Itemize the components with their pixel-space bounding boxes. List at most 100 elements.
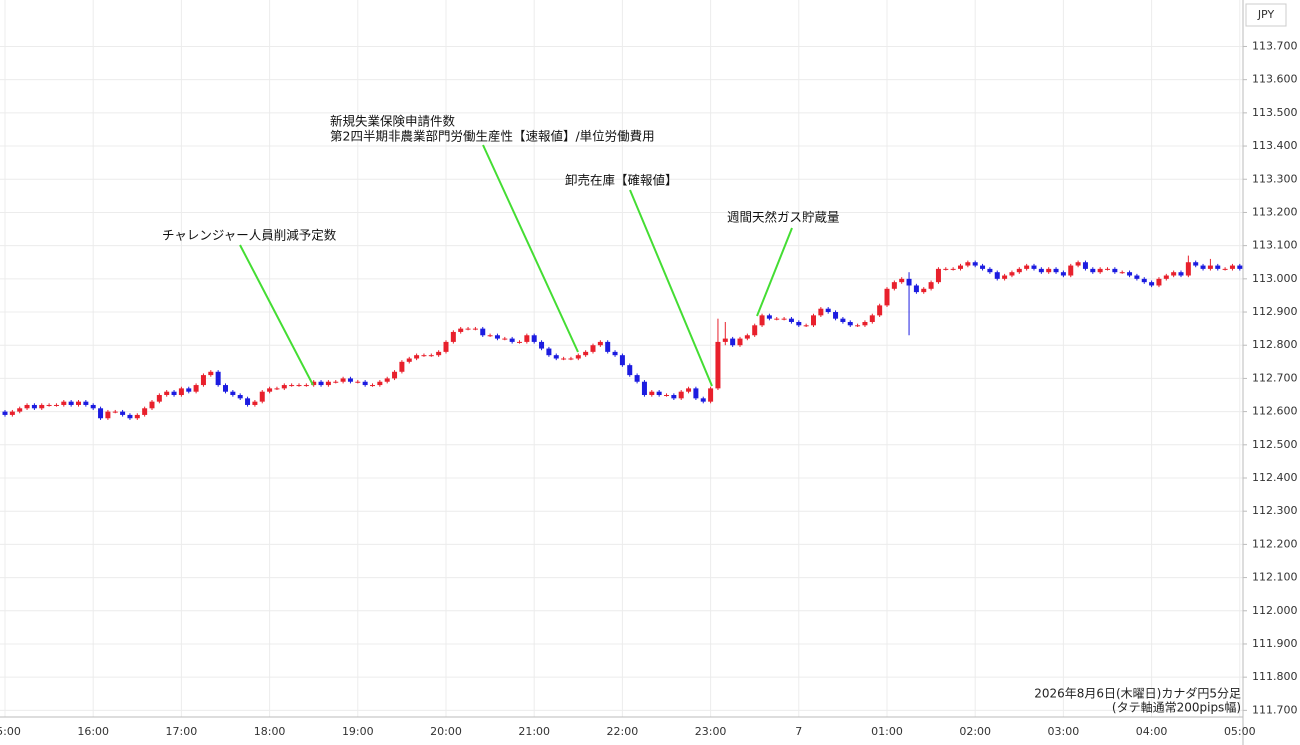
candle-body <box>994 272 1000 279</box>
candle-body <box>83 401 89 405</box>
candle-body <box>1193 262 1199 266</box>
candle-body <box>384 378 390 382</box>
candle-body <box>708 388 714 402</box>
y-tick-label: 113.100 <box>1252 239 1298 252</box>
candle-body <box>752 325 758 336</box>
candle-body <box>120 411 126 415</box>
candle-body <box>142 408 148 415</box>
candle-body <box>325 381 331 386</box>
caption: 2026年8月6日(木曜日)カナダ円5分足 <box>1034 686 1241 701</box>
candle-body <box>818 308 824 316</box>
annotation: 第2四半期非農業部門労働生産性【速報値】/単位労働費用 <box>330 129 655 144</box>
candle-body <box>208 371 214 376</box>
candle-body <box>781 318 787 320</box>
caption: (タテ軸通常200pips幅) <box>1112 700 1241 715</box>
candle-body <box>597 341 603 346</box>
candle-body <box>436 351 442 356</box>
candle-body <box>274 388 280 390</box>
candle-body <box>855 325 861 327</box>
candle-body <box>678 391 684 399</box>
y-tick-label: 112.700 <box>1252 371 1298 384</box>
candle-body <box>943 268 949 270</box>
candle-body <box>230 391 236 396</box>
annotation-line <box>629 189 713 387</box>
candle-body <box>399 361 405 372</box>
candle-body <box>105 411 111 419</box>
candle-body <box>884 288 890 306</box>
candle-body <box>553 355 559 359</box>
candle-body <box>583 351 589 356</box>
candle-body <box>1068 265 1074 276</box>
y-tick-label: 112.800 <box>1252 338 1298 351</box>
candle-body <box>178 388 184 396</box>
candle-body <box>303 385 309 387</box>
candle-body <box>972 262 978 266</box>
candle-body <box>392 371 398 379</box>
x-tick-label: 05:00 <box>1224 725 1256 738</box>
candle-body <box>759 315 765 326</box>
y-tick-label: 113.000 <box>1252 272 1298 285</box>
annotation: チャレンジャー人員削減予定数 <box>162 228 337 243</box>
candle-body <box>509 338 515 342</box>
candle-body <box>414 355 420 359</box>
candle-body <box>1024 265 1030 269</box>
candle-body <box>252 401 258 405</box>
candle-body <box>149 401 155 409</box>
candle-body <box>965 262 971 266</box>
candle-body <box>980 265 986 269</box>
candle-body <box>480 328 486 336</box>
candle-body <box>1207 265 1213 269</box>
candle-body <box>465 328 471 330</box>
x-tick-label: 03:00 <box>1048 725 1080 738</box>
candle-body <box>1016 268 1022 273</box>
y-tick-label: 113.500 <box>1252 106 1298 119</box>
x-tick-label: 01:00 <box>871 725 903 738</box>
candle-body <box>127 414 133 419</box>
candle-body <box>333 381 339 383</box>
candle-body <box>2 411 8 415</box>
candle-body <box>245 398 251 405</box>
candle-body <box>1237 265 1243 269</box>
candle-body <box>1031 265 1037 269</box>
candle-body <box>450 331 456 342</box>
annotation-line <box>239 244 314 386</box>
candle-body <box>281 385 287 389</box>
candle-body <box>531 335 537 342</box>
candle-body <box>164 391 170 396</box>
candle-body <box>76 401 81 405</box>
candle-body <box>296 385 302 387</box>
candle-body <box>568 358 574 360</box>
candle-body <box>796 321 802 326</box>
candle-body <box>171 391 177 396</box>
candle-body <box>928 282 934 289</box>
candle-body <box>811 315 816 326</box>
candle-body <box>428 355 434 357</box>
candle-body <box>377 381 383 386</box>
annotation: 新規失業保険申請件数 <box>330 114 456 129</box>
y-tick-label: 113.200 <box>1252 205 1298 218</box>
candle-body <box>1178 272 1184 276</box>
candle-body <box>546 348 552 356</box>
x-tick-label: 20:00 <box>430 725 462 738</box>
candle-body <box>891 282 897 289</box>
candle-body <box>664 395 669 397</box>
y-tick-label: 112.100 <box>1252 571 1298 584</box>
y-tick-label: 113.300 <box>1252 172 1298 185</box>
candle-body <box>803 325 809 327</box>
candle-body <box>1075 262 1081 266</box>
x-tick-label: 22:00 <box>607 725 639 738</box>
candle-body <box>517 341 522 343</box>
candle-body <box>1097 268 1103 273</box>
candle-body <box>318 381 324 386</box>
candle-body <box>788 318 794 322</box>
y-tick-label: 111.700 <box>1252 703 1298 716</box>
annotation: 卸売在庫【確報値】 <box>565 173 678 188</box>
candle-body <box>825 308 831 313</box>
candle-body <box>612 351 618 356</box>
candle-body <box>1119 272 1125 274</box>
candle-body <box>1038 268 1044 273</box>
x-tick-label: 04:00 <box>1136 725 1168 738</box>
y-tick-label: 112.300 <box>1252 504 1298 517</box>
candle-body <box>1229 265 1235 269</box>
y-tick-label: 112.600 <box>1252 405 1298 418</box>
